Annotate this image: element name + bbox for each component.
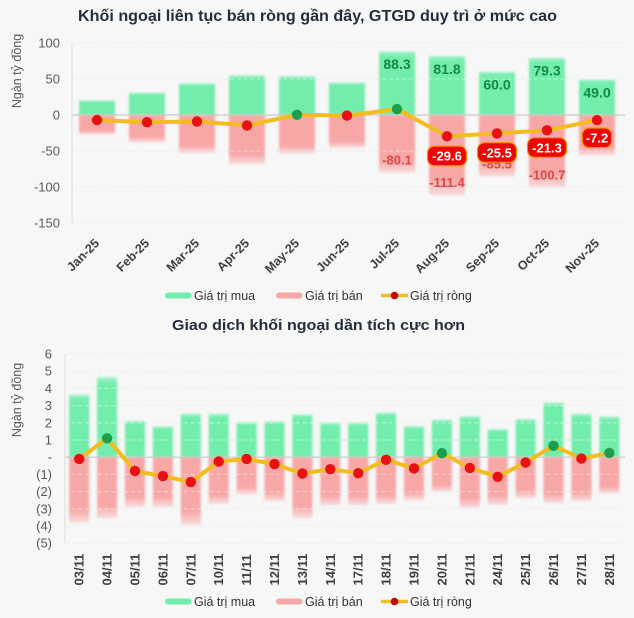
svg-text:12/11: 12/11 [267, 554, 282, 586]
svg-text:Giá trị bán: Giá trị bán [305, 595, 363, 609]
svg-text:0: 0 [53, 108, 60, 123]
svg-text:-100.7: -100.7 [529, 167, 566, 182]
svg-text:25/11: 25/11 [518, 554, 533, 586]
svg-text:04/11: 04/11 [100, 554, 115, 586]
svg-text:1: 1 [45, 433, 52, 448]
svg-text:88.3: 88.3 [383, 56, 410, 72]
svg-text:18/11: 18/11 [379, 554, 394, 586]
svg-text:Giá trị mua: Giá trị mua [194, 595, 255, 609]
svg-text:27/11: 27/11 [574, 554, 589, 586]
svg-text:10/11: 10/11 [211, 554, 226, 586]
svg-text:Giá trị ròng: Giá trị ròng [410, 595, 472, 609]
svg-text:07/11: 07/11 [183, 554, 198, 586]
svg-text:-150: -150 [34, 216, 60, 231]
svg-text:2: 2 [45, 415, 52, 430]
svg-text:-7.2: -7.2 [586, 131, 608, 146]
svg-text:-25.5: -25.5 [482, 145, 512, 160]
svg-text:6: 6 [45, 347, 52, 362]
svg-text:03/11: 03/11 [72, 554, 87, 586]
svg-text:-29.6: -29.6 [432, 149, 462, 164]
svg-text:79.3: 79.3 [533, 63, 560, 79]
svg-text:(5): (5) [36, 536, 52, 551]
svg-text:Giao dịch khối ngoại dần tích: Giao dịch khối ngoại dần tích cực hơn [172, 317, 465, 334]
svg-text:21/11: 21/11 [462, 554, 477, 586]
svg-text:Ngàn tỷ đồng: Ngàn tỷ đồng [10, 363, 24, 437]
svg-text:49.0: 49.0 [583, 85, 610, 101]
svg-text:3: 3 [45, 398, 52, 413]
svg-text:81.8: 81.8 [433, 61, 460, 77]
svg-text:05/11: 05/11 [128, 554, 143, 586]
svg-text:60.0: 60.0 [483, 77, 510, 93]
svg-text:28/11: 28/11 [602, 554, 617, 586]
svg-text:Giá trị bán: Giá trị bán [305, 289, 363, 303]
svg-text:13/11: 13/11 [295, 554, 310, 586]
svg-text:17/11: 17/11 [351, 554, 366, 586]
svg-text:14/11: 14/11 [323, 554, 338, 586]
svg-text:100: 100 [38, 36, 60, 51]
svg-text:-: - [48, 450, 52, 465]
svg-text:Giá trị mua: Giá trị mua [194, 289, 255, 303]
svg-text:(4): (4) [36, 519, 52, 534]
svg-text:-21.3: -21.3 [532, 140, 562, 155]
svg-text:19/11: 19/11 [407, 554, 422, 586]
svg-text:-80.1: -80.1 [382, 153, 412, 168]
svg-text:Giá trị ròng: Giá trị ròng [410, 289, 472, 303]
svg-text:4: 4 [45, 381, 52, 396]
svg-text:(2): (2) [36, 484, 52, 499]
svg-text:5: 5 [45, 364, 52, 379]
svg-text:06/11: 06/11 [155, 554, 170, 586]
svg-text:-50: -50 [41, 144, 60, 159]
svg-text:(3): (3) [36, 501, 52, 516]
svg-text:26/11: 26/11 [546, 554, 561, 586]
svg-text:20/11: 20/11 [434, 554, 449, 586]
svg-text:-100: -100 [34, 180, 60, 195]
svg-text:Ngàn tỷ đồng: Ngàn tỷ đồng [10, 34, 24, 108]
svg-text:-111.4: -111.4 [429, 175, 465, 190]
svg-text:11/11: 11/11 [239, 554, 254, 585]
svg-text:50: 50 [46, 72, 60, 87]
svg-text:Khối ngoại liên tục bán ròng g: Khối ngoại liên tục bán ròng gần đây, GT… [78, 8, 557, 25]
svg-text:(1): (1) [36, 467, 52, 482]
svg-text:24/11: 24/11 [490, 554, 505, 586]
